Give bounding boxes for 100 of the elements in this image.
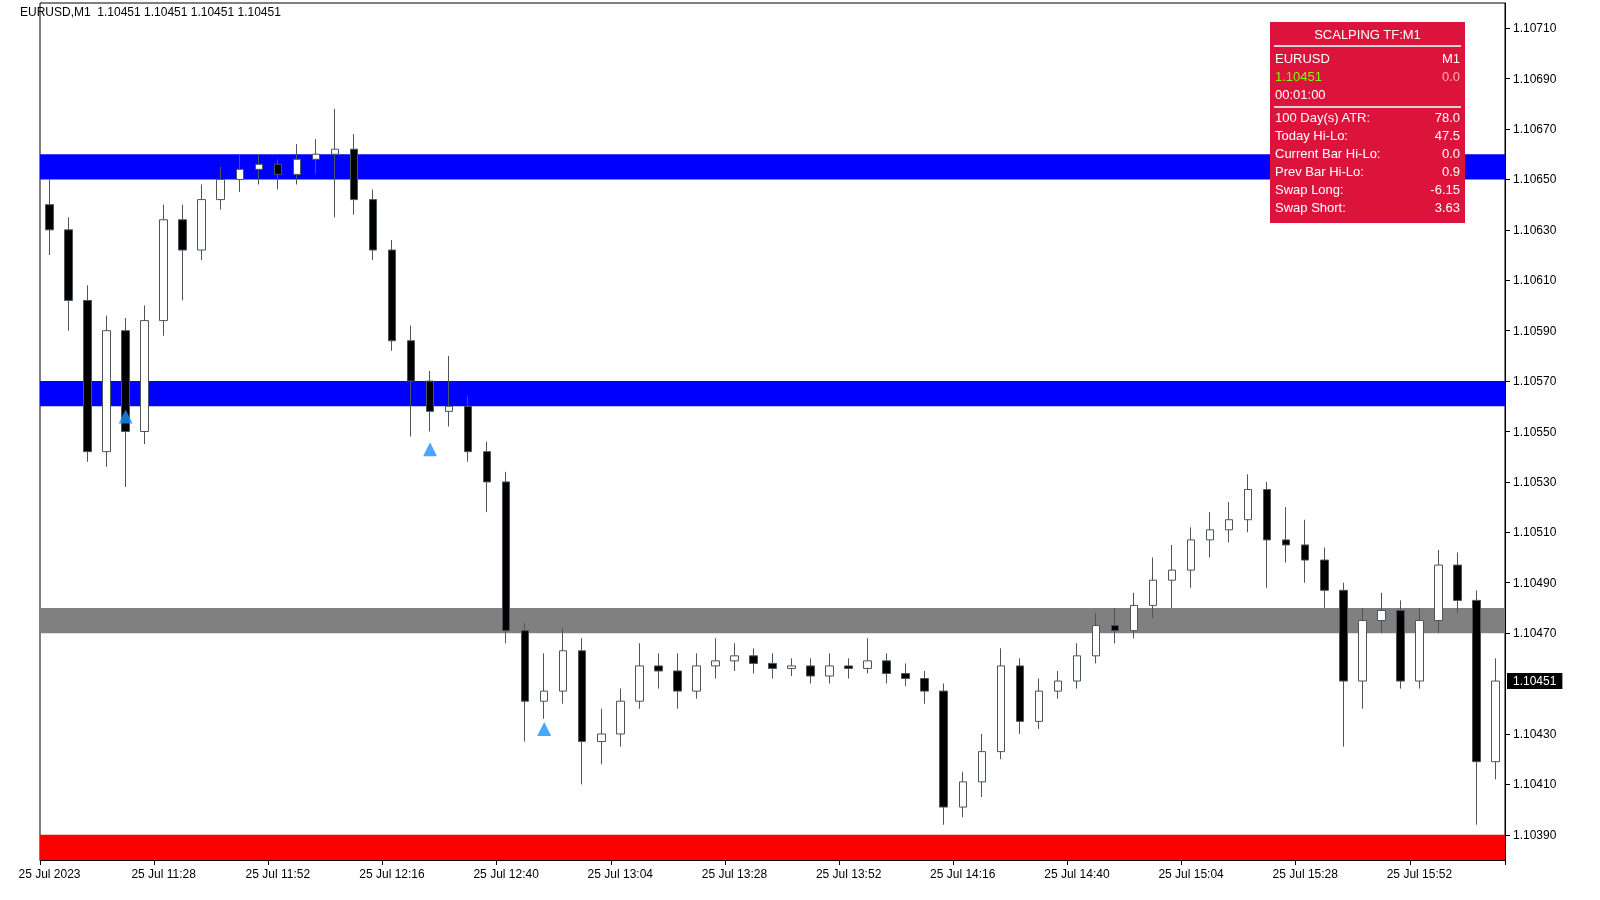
x-tick-label: 25 Jul 13:52 [815,867,882,881]
candlestick [350,133,358,216]
annotation: EURUSD [1275,51,1330,66]
candlestick [1377,592,1386,634]
x-tick-label: 25 Jul 13:04 [587,867,654,881]
y-tick-label: 1.10670 [1513,122,1557,137]
candlestick [540,652,548,720]
candlestick [236,153,244,193]
candlestick [1244,473,1252,533]
candlestick [1396,599,1405,690]
y-tick-label: 1.10430 [1513,726,1557,741]
y-tick-label: 1.10570 [1513,374,1557,389]
candlestick [64,216,73,332]
x-tick-label: 25 Jul 11:52 [245,867,311,881]
candlestick [426,370,434,432]
y-tick-label: 1.10390 [1513,827,1557,842]
annotation: 00:01:00 [1275,87,1326,102]
candlestick [825,652,834,685]
annotation: Swap Long: [1275,182,1344,197]
candlestick [1320,546,1329,609]
candlestick [521,622,529,743]
candlestick [616,688,625,748]
candlestick [483,441,491,513]
candlestick [978,733,986,798]
candlestick [920,670,929,705]
y-tick-label: 1.10610 [1513,273,1557,288]
candlestick [959,771,967,818]
candlestick [255,153,263,185]
y-tick-label: 1.10410 [1513,777,1557,792]
y-tick-label: 1.10630 [1513,222,1557,237]
candlestick [654,652,663,690]
candlestick [1073,642,1081,690]
candlestick [159,204,168,337]
candlestick [1016,657,1024,735]
candlestick [102,315,111,468]
y-tick-label: 1.10690 [1513,71,1557,86]
x-tick-label: 25 Jul 14:40 [1044,867,1110,881]
candlestick [45,178,54,256]
x-tick-label: 25 Jul 15:04 [1158,867,1225,881]
candlestick [749,647,758,674]
candlestick [806,657,815,685]
y-tick-label: 1.10590 [1513,323,1557,338]
candlestick [939,683,948,826]
candlestick [768,652,777,680]
candlestick [1453,551,1462,614]
candlestick [1415,607,1424,690]
annotation: 3.63 [1434,200,1460,215]
candlestick [464,395,472,463]
annotation: 100 Day(s) ATR: [1275,110,1371,125]
candlestick [502,471,510,644]
candlestick [445,355,453,427]
candlestick [1225,501,1233,543]
candlestick [997,647,1005,760]
candlestick [331,108,339,218]
candlestick [578,637,586,785]
x-tick-label: 25 Jul 11:28 [131,867,197,881]
candlestick [559,627,567,705]
text: 1.10451 [1513,674,1557,689]
annotation: 1.10451 [1275,69,1322,84]
y-tick-label: 1.10710 [1513,21,1557,36]
x-tick-label: 25 Jul 15:28 [1272,867,1339,881]
x-tick-label: 25 Jul 2023 [18,867,81,881]
annotation: 47.5 [1434,128,1460,143]
annotation: 0.0 [1441,146,1460,161]
candlestick [1263,481,1271,589]
y-tick-label: 1.10650 [1513,172,1557,187]
candlestick [274,158,282,191]
y-tick-label: 1.10530 [1513,474,1557,489]
candlestick [1339,582,1348,748]
annotation: -6.15 [1430,182,1460,197]
candlestick [882,652,891,685]
candlestick [216,166,225,211]
candlestick [1491,657,1500,780]
candlestick [293,143,301,185]
x-tick-label: 25 Jul 13:28 [701,867,768,881]
annotation: Swap Short: [1275,200,1346,215]
point [537,721,552,736]
annotation: Prev Bar Hi-Lo: [1275,164,1364,179]
candlestick [1206,511,1214,559]
annotation: M1 [1441,51,1460,66]
candlestick [787,657,796,677]
candlestick [863,637,872,674]
candlestick [1472,589,1481,826]
x-tick-label: 25 Jul 12:16 [359,867,425,881]
candlestick [197,183,206,261]
y-tick-label: 1.10510 [1513,525,1557,540]
x-tick-label: 25 Jul 15:52 [1386,867,1453,881]
candlestick [1054,670,1062,700]
annotation: 0.9 [1441,164,1460,179]
annotation: SCALPING TF:M1 [1314,27,1421,42]
candlestick [673,652,682,710]
annotation: 78.0 [1434,110,1460,125]
y-tick-label: 1.10490 [1513,575,1557,590]
annotation: Current Bar Hi-Lo: [1275,146,1381,161]
annotation: Today Hi-Lo: [1275,128,1348,143]
candlestick [730,642,739,672]
candlestick [901,662,910,687]
candlestick [178,204,187,301]
candlestick [388,239,396,352]
candlestick [1111,607,1119,644]
